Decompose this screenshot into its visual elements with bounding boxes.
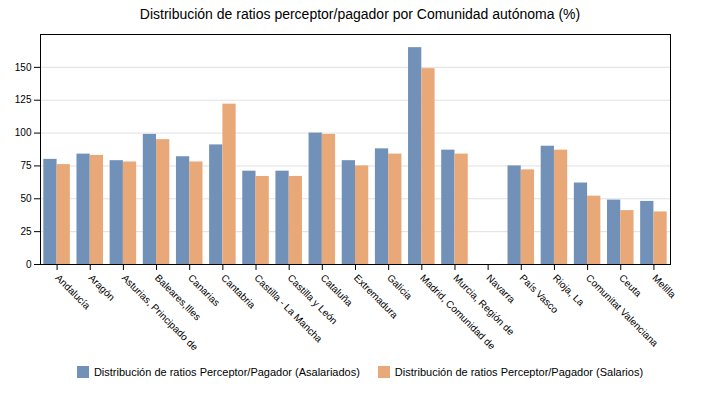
svg-text:Navarra: Navarra [484,272,517,305]
svg-text:50: 50 [20,193,32,204]
svg-text:Ceuta: Ceuta [617,272,644,299]
svg-text:Asturias, Principado de: Asturias, Principado de [119,272,201,353]
html-text:Distribución de ratios Percept: Distribución de ratios Perceptor/Pagador… [394,366,644,378]
svg-text:Melilla: Melilla [650,272,678,300]
svg-text:Baleares,Illes: Baleares,Illes [152,272,204,323]
svg-text:150: 150 [15,62,32,73]
svg-text:Comunitat Valenciana: Comunitat Valenciana [584,272,661,349]
svg-text:Galicia: Galicia [385,272,415,302]
svg-text:Murcia, Región de: Murcia, Región de [451,272,516,337]
svg-text:Extremadura: Extremadura [351,272,401,321]
svg-text:Castilla - La Mancha: Castilla - La Mancha [252,272,325,345]
svg-text:Castilla y León: Castilla y León [285,272,340,327]
svg-text:Rioja, La: Rioja, La [551,272,587,308]
svg-text:Madrid, Comunidad de: Madrid, Comunidad de [418,272,498,352]
svg-text:Canarias: Canarias [186,272,222,308]
svg-text:25: 25 [20,226,32,237]
svg-text:75: 75 [20,160,32,171]
svg-text:100: 100 [15,127,32,138]
html-text:Distribución de ratios percept: Distribución de ratios perceptor/pagador… [139,6,581,22]
svg-text:Aragón: Aragón [87,272,118,303]
svg-text:Cataluña: Cataluña [319,272,355,308]
svg-text:0: 0 [26,259,32,270]
svg-text:Andalucía: Andalucía [53,272,93,312]
html-text:Distribución de ratios Percept: Distribución de ratios Perceptor/Pagador… [93,366,360,378]
svg-text:País Vasco: País Vasco [517,272,561,316]
svg-text:125: 125 [15,94,32,105]
svg-text:Cantabria: Cantabria [219,272,258,311]
